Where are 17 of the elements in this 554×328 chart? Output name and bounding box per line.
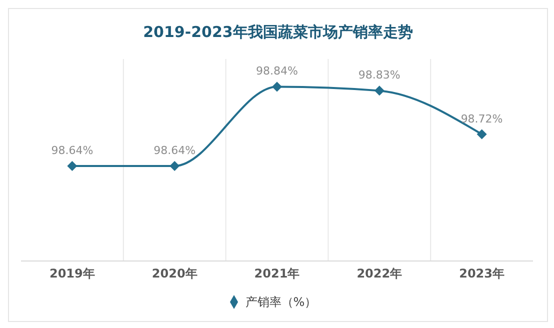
point — [170, 160, 180, 171]
chart-title: 2019-2023年我国蔬菜市场产销率走势 — [142, 23, 414, 43]
data-label: 98.72% — [460, 112, 503, 126]
x-tick-label: 2023年 — [459, 266, 505, 281]
x-tick-label: 2022年 — [356, 266, 402, 281]
data-label: 98.84% — [256, 64, 298, 78]
data-label: 98.64% — [51, 144, 94, 157]
point — [67, 160, 78, 171]
data-label: 98.83% — [358, 68, 400, 82]
point — [476, 129, 487, 140]
data-label: 98.64% — [154, 144, 196, 157]
legend-label: 产销率（%） — [245, 295, 317, 309]
x-tick-label: 2019年 — [49, 266, 95, 281]
x-tick-label: 2021年 — [254, 266, 300, 281]
x-tick-label: 2020年 — [152, 266, 198, 281]
point — [272, 82, 282, 92]
point — [374, 86, 384, 96]
